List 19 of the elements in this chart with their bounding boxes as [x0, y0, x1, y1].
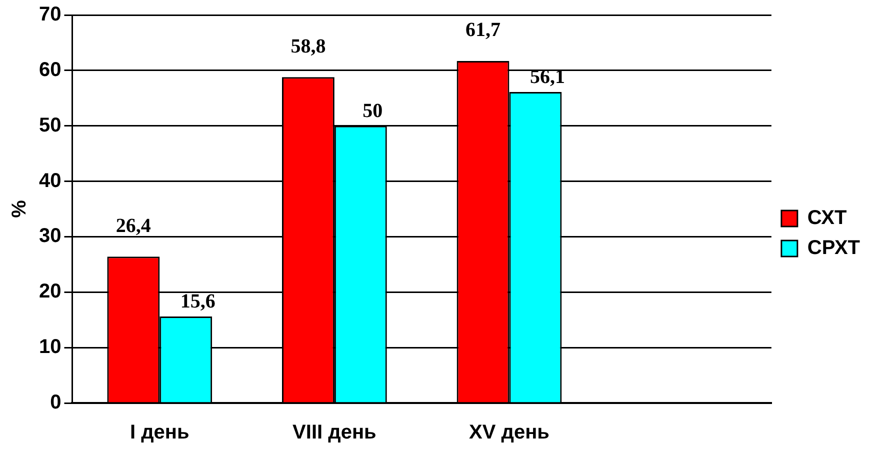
data-label: 58,8: [290, 35, 326, 58]
y-axis-title: %: [8, 200, 31, 218]
data-label: 61,7: [466, 19, 501, 42]
y-tick-label: 50: [38, 114, 62, 136]
data-label: 50: [362, 100, 383, 122]
data-label: 26,4: [116, 214, 151, 237]
y-tick-label: 20: [38, 280, 62, 303]
y-tick-label: 10: [38, 336, 62, 358]
legend-label: СРХТ: [807, 237, 860, 260]
y-tick-label: 40: [38, 170, 62, 192]
x-tick-label: VIII день: [292, 422, 376, 444]
data-label: 15,6: [180, 290, 216, 313]
x-tick-label: XV день: [469, 422, 550, 444]
legend-label: СХТ: [807, 207, 847, 230]
y-tick-label: 60: [38, 58, 62, 81]
y-tick-label: 30: [38, 225, 62, 248]
y-tick-label: 0: [50, 392, 62, 414]
y-tick-label: 70: [38, 4, 62, 26]
x-tick-label: I день: [130, 422, 190, 444]
